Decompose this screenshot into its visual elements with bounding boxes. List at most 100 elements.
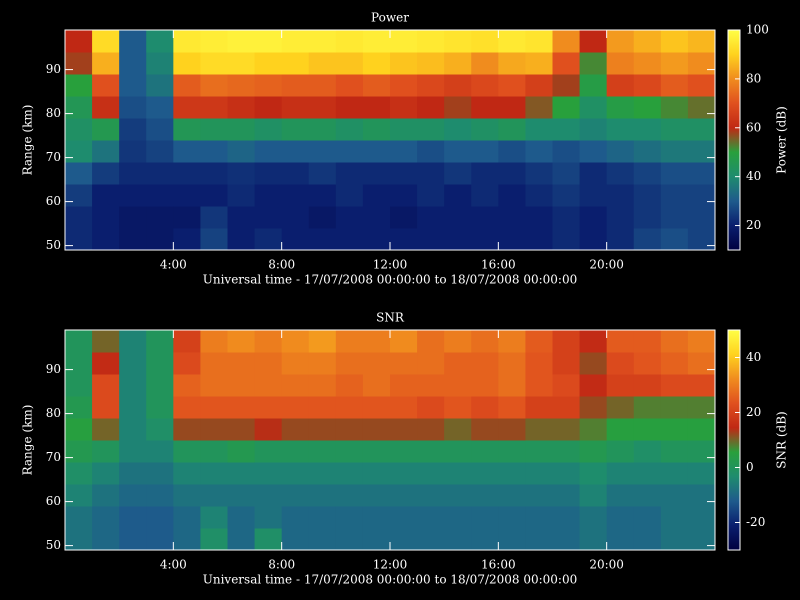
heatmap-cell bbox=[254, 506, 283, 529]
heatmap-cell bbox=[308, 330, 337, 353]
heatmap-cell bbox=[552, 374, 581, 397]
heatmap-cell bbox=[227, 96, 256, 119]
heatmap-cell bbox=[362, 118, 391, 141]
heatmap-cell bbox=[362, 462, 391, 485]
heatmap-cell bbox=[200, 418, 228, 441]
heatmap-cell bbox=[390, 506, 418, 529]
heatmap-cell bbox=[579, 118, 608, 141]
heatmap-cell bbox=[146, 140, 174, 163]
heatmap-cell bbox=[633, 96, 662, 119]
heatmap-cell bbox=[119, 206, 147, 229]
heatmap-cell bbox=[687, 396, 715, 419]
heatmap-cell bbox=[173, 162, 201, 185]
heatmap-cell bbox=[579, 440, 608, 463]
colorbar-label: Power (dB) bbox=[775, 106, 789, 174]
heatmap-cell bbox=[65, 330, 93, 353]
heatmap-cell bbox=[92, 162, 120, 185]
heatmap-cell bbox=[633, 162, 662, 185]
heatmap-cell bbox=[390, 140, 418, 163]
heatmap-cell bbox=[390, 30, 418, 53]
x-tick-label: 8:00 bbox=[268, 558, 295, 572]
x-tick-label: 20:00 bbox=[589, 258, 624, 272]
heatmap-cell bbox=[362, 506, 391, 529]
heatmap-cell bbox=[308, 440, 337, 463]
heatmap-cell bbox=[579, 330, 608, 353]
heatmap-cell bbox=[390, 484, 418, 507]
heatmap-cell bbox=[606, 528, 635, 550]
heatmap-cell bbox=[200, 528, 228, 550]
heatmap-cell bbox=[200, 162, 228, 185]
heatmap-cell bbox=[498, 118, 526, 141]
heatmap-cell bbox=[660, 484, 689, 507]
heatmap-cell bbox=[92, 118, 120, 141]
heatmap-cell bbox=[254, 118, 283, 141]
heatmap-cells bbox=[65, 30, 715, 250]
heatmap-cell bbox=[146, 30, 174, 53]
heatmap-cell bbox=[444, 140, 472, 163]
heatmap-cell bbox=[335, 118, 364, 141]
heatmap-cell bbox=[660, 396, 689, 419]
heatmap-cell bbox=[471, 118, 499, 141]
heatmap-cell bbox=[471, 162, 499, 185]
heatmap-cell bbox=[281, 96, 310, 119]
heatmap-cell bbox=[281, 330, 310, 353]
heatmap-cell bbox=[633, 330, 662, 353]
heatmap-cell bbox=[471, 140, 499, 163]
heatmap-cell bbox=[687, 184, 715, 207]
heatmap-cell bbox=[146, 374, 174, 397]
heatmap-cell bbox=[146, 74, 174, 97]
heatmap-cell bbox=[308, 396, 337, 419]
heatmap-cell bbox=[687, 162, 715, 185]
heatmap-cell bbox=[444, 74, 472, 97]
heatmap-cell bbox=[444, 396, 472, 419]
heatmap-cell bbox=[335, 30, 364, 53]
heatmap-cell bbox=[227, 330, 256, 353]
heatmap-cell bbox=[92, 184, 120, 207]
heatmap-cell bbox=[200, 30, 228, 53]
heatmap-cell bbox=[606, 418, 635, 441]
heatmap-cell bbox=[227, 440, 256, 463]
heatmap-cell bbox=[525, 52, 553, 75]
heatmap-cell bbox=[498, 140, 526, 163]
heatmap-cell bbox=[498, 96, 526, 119]
heatmap-cell bbox=[335, 506, 364, 529]
heatmap-cell bbox=[498, 374, 526, 397]
heatmap-cell bbox=[606, 330, 635, 353]
y-tick-label: 60 bbox=[46, 494, 61, 508]
heatmap-cell bbox=[444, 118, 472, 141]
heatmap-cell bbox=[281, 140, 310, 163]
heatmap-cell bbox=[660, 418, 689, 441]
heatmap-cell bbox=[687, 206, 715, 229]
heatmap-cell bbox=[254, 96, 283, 119]
heatmap-cells bbox=[65, 330, 715, 550]
heatmap-cell bbox=[335, 74, 364, 97]
heatmap-cell bbox=[471, 462, 499, 485]
heatmap-cell bbox=[254, 52, 283, 75]
heatmap-cell bbox=[552, 352, 581, 375]
heatmap-cell bbox=[498, 396, 526, 419]
heatmap-cell bbox=[633, 30, 662, 53]
heatmap-cell bbox=[660, 206, 689, 229]
heatmap-cell bbox=[119, 30, 147, 53]
heatmap-cell bbox=[362, 418, 391, 441]
heatmap-cell bbox=[92, 418, 120, 441]
heatmap-cell bbox=[579, 96, 608, 119]
heatmap-cell bbox=[498, 352, 526, 375]
heatmap-cell bbox=[200, 140, 228, 163]
heatmap-cell bbox=[227, 228, 256, 250]
heatmap-cell bbox=[687, 352, 715, 375]
heatmap-cell bbox=[471, 506, 499, 529]
heatmap-cell bbox=[417, 440, 445, 463]
heatmap-cell bbox=[660, 506, 689, 529]
heatmap-cell bbox=[525, 228, 553, 250]
heatmap-cell bbox=[119, 52, 147, 75]
heatmap-cell bbox=[498, 74, 526, 97]
heatmap-cell bbox=[335, 184, 364, 207]
heatmap-cell bbox=[281, 352, 310, 375]
heatmap-cell bbox=[687, 96, 715, 119]
heatmap-cell bbox=[308, 418, 337, 441]
heatmap-cell bbox=[119, 228, 147, 250]
heatmap-cell bbox=[417, 352, 445, 375]
heatmap-cell bbox=[390, 462, 418, 485]
